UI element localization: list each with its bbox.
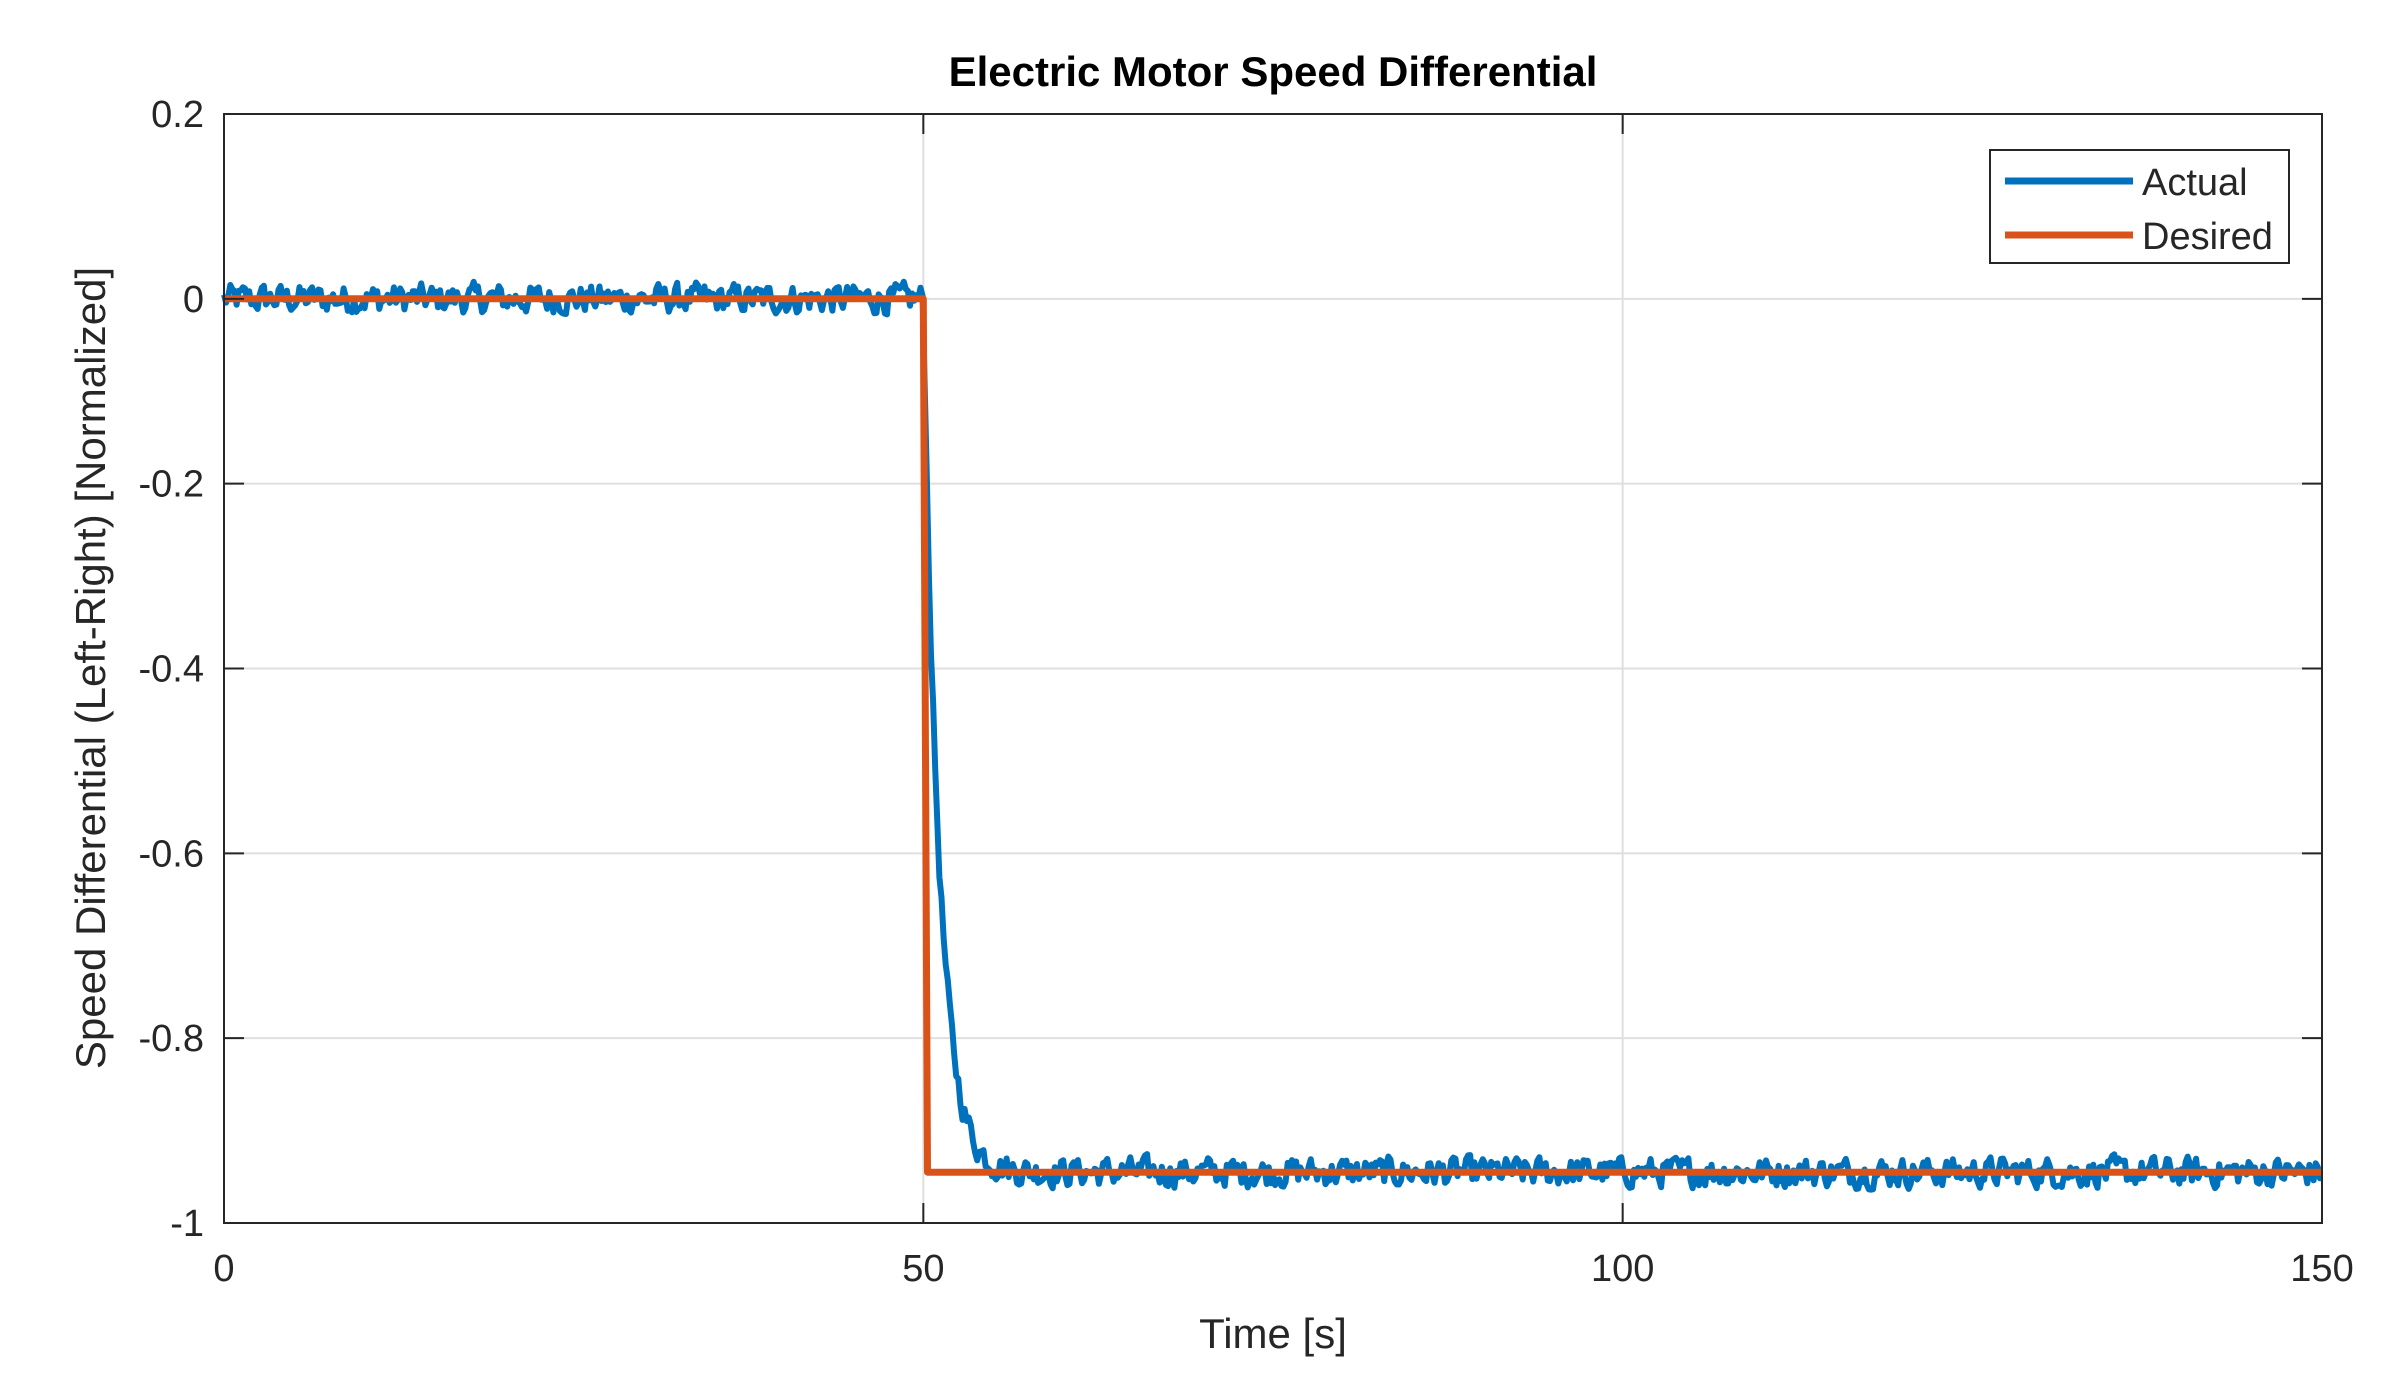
legend-box [1989, 149, 2290, 264]
y-tick-label: 0.2 [151, 94, 204, 136]
chart-title: Electric Motor Speed Differential [949, 48, 1598, 95]
y-tick-label: -1 [170, 1203, 204, 1245]
legend: Actual Desired [1989, 149, 2290, 264]
y-tick-label: -0.6 [139, 833, 204, 875]
y-tick-label: -0.2 [139, 464, 204, 506]
series-layer [221, 278, 2323, 1193]
y-tick-label: -0.4 [139, 649, 204, 691]
ticks: 0 50 100 150 0.2 0 -0.2 -0.4 -0.6 -0.8 -1 [139, 94, 2354, 1290]
y-tick-label: 0 [183, 279, 204, 321]
x-tick-label: 0 [213, 1248, 234, 1290]
series-desired-line [224, 295, 2322, 1176]
legend-label-desired: Desired [2142, 216, 2273, 258]
x-tick-label: 50 [902, 1248, 944, 1290]
x-tick-label: 100 [1591, 1248, 1654, 1290]
x-tick-label: 150 [2290, 1248, 2353, 1290]
x-axis-label: Time [s] [1199, 1310, 1347, 1357]
y-tick-label: -0.8 [139, 1018, 204, 1060]
legend-label-actual: Actual [2142, 162, 2248, 204]
y-axis-label: Speed Differential (Left-Right) [Normali… [67, 267, 114, 1069]
